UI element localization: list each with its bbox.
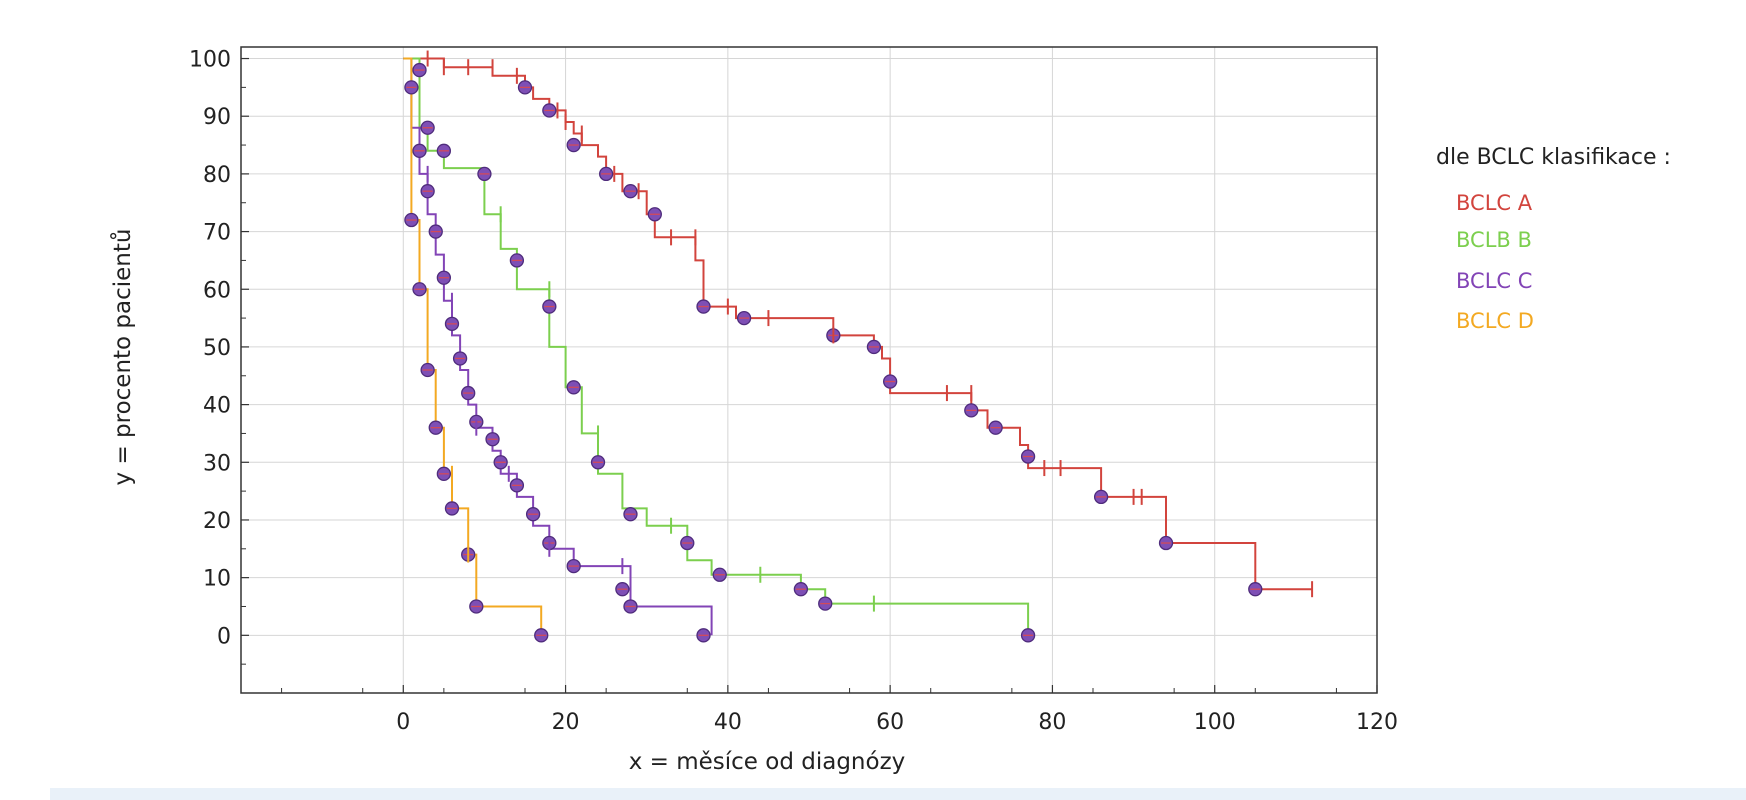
x-tick-label: 20: [552, 710, 580, 735]
markers-bclb-b: [420, 120, 1036, 643]
markers-bclc-d: [404, 212, 549, 643]
y-tick-label: 30: [203, 451, 231, 476]
y-tick-label: 0: [217, 624, 231, 649]
y-axis-title: y = procento pacientů: [109, 229, 136, 486]
y-tick-label: 40: [203, 394, 231, 419]
legend-item-bclc-d: BCLC D: [1456, 309, 1534, 333]
legend-item-bclc-c: BCLC C: [1456, 269, 1532, 293]
axis-ticks: 0 20 40 60 80 100 120 0 10 20 30 40 50 60 70 80 90 100: [189, 48, 1398, 735]
y-tick-label: 90: [203, 105, 231, 130]
markers-bclc-c: [404, 80, 711, 643]
y-tick-label: 20: [203, 509, 231, 534]
y-tick-label: 10: [203, 567, 231, 592]
y-tick-label: 100: [189, 48, 231, 73]
markers-bclc-a: [412, 50, 1314, 598]
y-tick-label: 60: [203, 278, 231, 303]
x-tick-label: 40: [714, 710, 742, 735]
legend-item-bclb-b: BCLB B: [1456, 228, 1532, 252]
legend-item-bclc-a: BCLC A: [1456, 191, 1533, 215]
plot-frame: [240, 46, 1378, 694]
series-line-bclb-b: [403, 57, 1030, 636]
x-tick-label: 120: [1356, 710, 1398, 735]
series-lines: [403, 57, 1313, 636]
x-tick-label: 0: [396, 710, 410, 735]
x-tick-label: 60: [876, 710, 904, 735]
x-tick-label: 100: [1194, 710, 1236, 735]
x-axis-title: x = měsíce od diagnózy: [629, 749, 906, 775]
y-tick-label: 70: [203, 221, 231, 246]
series-markers: [404, 50, 1314, 643]
y-tick-label: 50: [203, 336, 231, 361]
series-line-bclc-a: [403, 57, 1313, 591]
series-line-bclc-d: [403, 57, 543, 636]
series-line-bclc-c: [403, 57, 713, 636]
bottom-strip: [50, 788, 1746, 800]
legend: dle BCLC klasifikace : BCLC A BCLB B BCL…: [1436, 145, 1671, 333]
legend-title: dle BCLC klasifikace :: [1436, 145, 1671, 170]
x-tick-label: 80: [1038, 710, 1066, 735]
grid-lines: [241, 47, 1378, 693]
y-tick-label: 80: [203, 163, 231, 188]
